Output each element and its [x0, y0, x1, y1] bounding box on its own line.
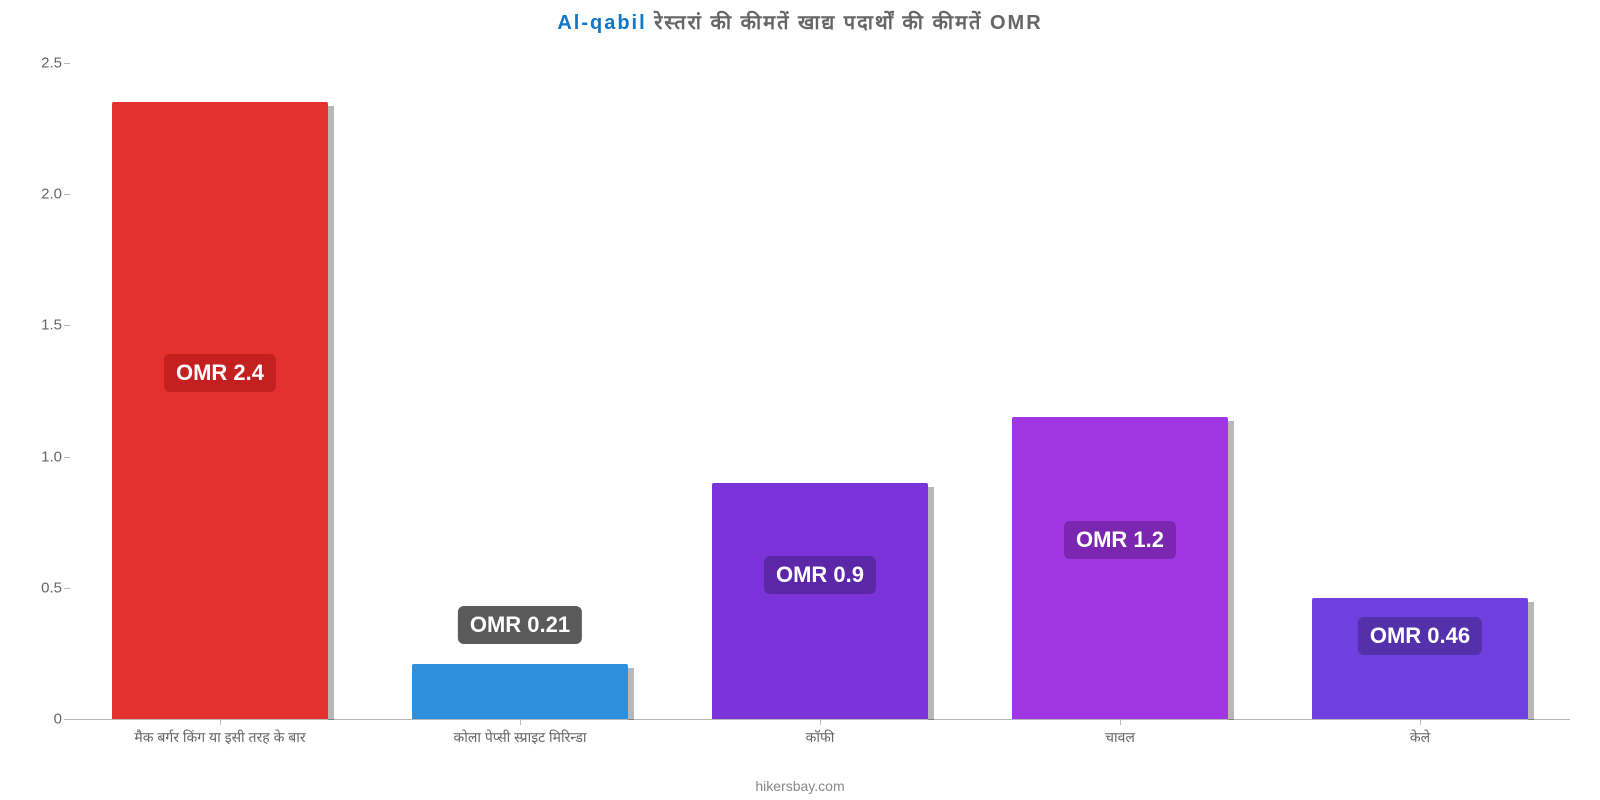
x-tick-mark	[520, 719, 521, 725]
bar	[412, 664, 628, 719]
bar-slot: OMR 1.2चावल	[970, 50, 1270, 719]
bar-shadow	[328, 106, 334, 720]
bar-shadow	[1528, 602, 1534, 720]
bar-shadow	[928, 487, 934, 720]
y-tick-label: 0.5	[20, 579, 62, 596]
bar-slot: OMR 0.21कोला पेप्सी स्प्राइट मिरिन्डा	[370, 50, 670, 719]
bar-slot: OMR 0.46केले	[1270, 50, 1570, 719]
chart-title-rest: रेस्तरां की कीमतें खाद्य पदार्थों की कीम…	[647, 12, 1043, 34]
bar-shadow	[1228, 421, 1234, 720]
bar	[1312, 598, 1528, 719]
x-tick-mark	[220, 719, 221, 725]
attribution-text: hikersbay.com	[0, 778, 1600, 794]
bar-shadow	[628, 668, 634, 720]
y-tick-label: 1.0	[20, 448, 62, 465]
bar-value-label: OMR 0.21	[458, 606, 582, 644]
x-tick-mark	[1120, 719, 1121, 725]
y-tick-label: 1.5	[20, 317, 62, 334]
y-tick-label: 2.0	[20, 186, 62, 203]
y-tick-label: 2.5	[20, 55, 62, 72]
bar-slot: OMR 0.9कॉफी	[670, 50, 970, 719]
x-tick-mark	[1420, 719, 1421, 725]
y-tick-label: 0	[20, 711, 62, 728]
x-tick-mark	[820, 719, 821, 725]
bar	[1012, 417, 1228, 719]
plot-area: 00.51.01.52.02.5OMR 2.4मैक बर्गर किंग या…	[70, 50, 1570, 720]
bar	[712, 483, 928, 719]
bar	[112, 102, 328, 719]
price-bar-chart: Al-qabil रेस्तरां की कीमतें खाद्य पदार्थ…	[0, 0, 1600, 800]
bar-slot: OMR 2.4मैक बर्गर किंग या इसी तरह के बार	[70, 50, 370, 719]
chart-title-highlight: Al-qabil	[557, 12, 646, 34]
chart-title: Al-qabil रेस्तरां की कीमतें खाद्य पदार्थ…	[0, 8, 1600, 35]
